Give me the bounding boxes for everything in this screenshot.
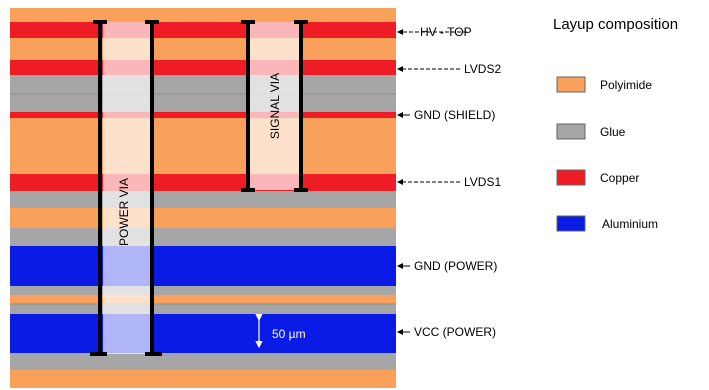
legend: Layup composition Polyimide Glue Copper … [553,16,678,232]
layer-glue [10,191,396,208]
layer-labels: HV - TOP LVDS2 GND (SHIELD) LVDS1 GND (P… [397,25,501,339]
legend-label-copper: Copper [600,171,639,185]
legend-swatch-polyimide [556,76,586,93]
layer-label-gnd-shield: GND (SHIELD) [414,108,495,122]
layer-copper [10,174,396,191]
layer-label-hv-top: HV - TOP [420,25,472,39]
layer-glue [10,75,396,94]
layer-copper [10,22,396,38]
layer-glue [10,286,396,295]
legend-swatch-aluminium [556,215,586,232]
layer-glue [10,94,396,112]
layer-stack [10,8,396,388]
signal-via-barrel [250,22,299,190]
layer-polyimide [10,208,396,228]
dimension-label: 50 µm [272,327,306,341]
layer-aluminium [10,246,396,286]
layer-glue [10,353,396,370]
legend-title: Layup composition [553,16,678,33]
layer-copper [10,60,396,75]
power-via-label: POWER VIA [117,178,131,246]
layer-copper [10,112,396,118]
layer-polyimide [10,295,396,304]
layer-polyimide [10,370,396,388]
layer-glue [10,304,396,314]
legend-swatch-copper [556,169,586,186]
layer-label-gnd-power: GND (POWER) [414,259,497,273]
legend-swatch-glue [556,123,586,140]
legend-label-glue: Glue [600,125,626,139]
legend-label-polyimide: Polyimide [600,78,652,92]
layer-label-lvds1: LVDS1 [464,175,501,189]
layer-aluminium [10,314,396,353]
thickness-dimension: 50 µm [255,314,306,349]
layer-glue [10,228,396,246]
legend-label-aluminium: Aluminium [602,217,658,231]
layer-label-vcc-power: VCC (POWER) [414,325,496,339]
layer-label-lvds2: LVDS2 [464,62,501,76]
signal-via-label: SIGNAL VIA [268,73,282,139]
signal-via: SIGNAL VIA [241,20,308,192]
power-via: POWER VIA [90,20,162,356]
layer-polyimide [10,118,396,174]
power-via-barrel [103,22,150,354]
layer-polyimide [10,8,396,22]
layer-polyimide [10,38,396,60]
